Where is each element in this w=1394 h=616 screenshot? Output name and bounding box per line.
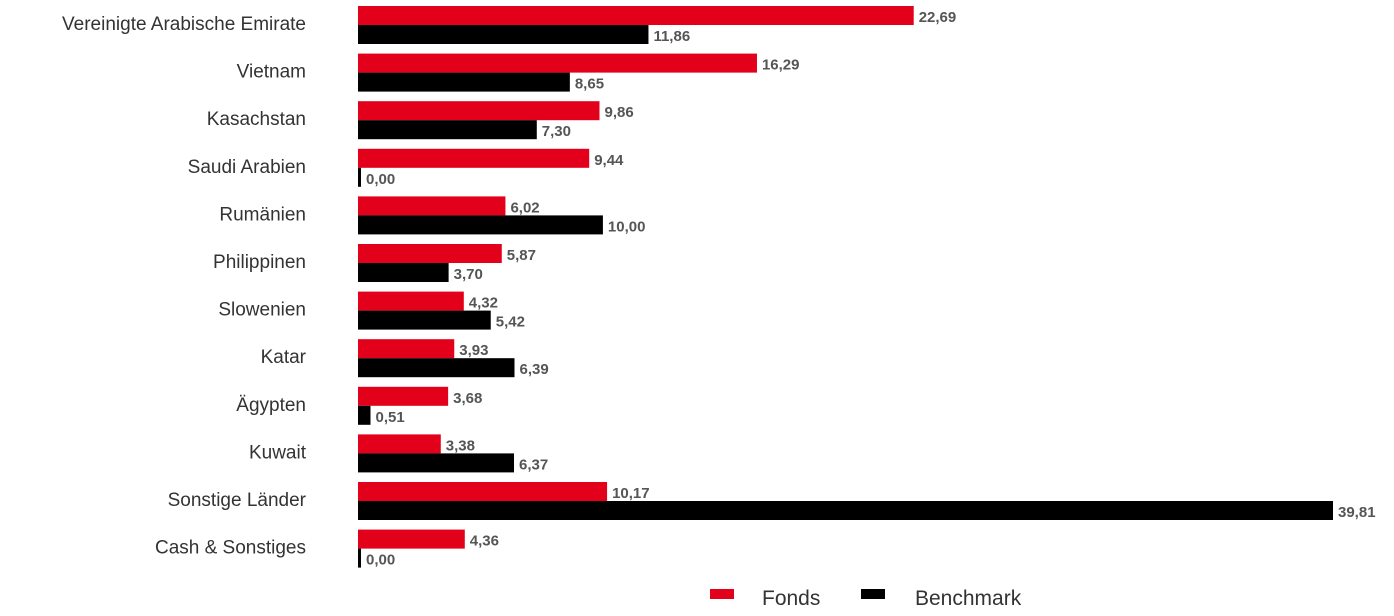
fonds-bar — [358, 244, 502, 263]
fonds-bar — [358, 291, 464, 311]
benchmark-bar — [358, 310, 491, 330]
benchmark-bar — [358, 358, 515, 378]
category-label: Saudi Arabien — [188, 157, 306, 178]
benchmark-value-label: 0,51 — [375, 409, 404, 426]
benchmark-value-label: 7,30 — [542, 123, 571, 140]
benchmark-value-label: 5,42 — [496, 314, 525, 331]
benchmark-bar — [358, 453, 515, 473]
benchmark-value-label: 3,70 — [454, 266, 483, 283]
legend-label-fonds: Fonds — [762, 587, 820, 610]
fonds-value-label: 9,86 — [604, 104, 633, 121]
category-label: Cash & Sonstiges — [155, 538, 306, 559]
fonds-value-label: 4,32 — [469, 295, 498, 312]
category-label: Rumänien — [219, 204, 306, 225]
benchmark-bar — [358, 167, 361, 187]
benchmark-value-label: 6,39 — [519, 361, 548, 378]
category-label: Vereinigte Arabische Emirate — [62, 14, 306, 35]
benchmark-value-label: 11,86 — [653, 28, 690, 45]
fonds-bar — [358, 6, 914, 25]
fonds-bar — [358, 101, 600, 121]
fonds-bar — [358, 339, 455, 359]
bars-layer — [358, 6, 1333, 568]
fonds-value-label: 9,44 — [594, 152, 624, 169]
category-label: Kuwait — [249, 442, 307, 463]
benchmark-value-label: 39,81 — [1338, 504, 1376, 521]
benchmark-bar — [358, 25, 649, 44]
fonds-bar — [358, 148, 590, 168]
fonds-value-label: 3,68 — [453, 390, 482, 407]
category-label: Ägypten — [236, 395, 306, 416]
benchmark-bar — [358, 215, 603, 235]
fonds-value-label: 10,17 — [612, 485, 650, 502]
benchmark-value-label: 10,00 — [608, 218, 646, 235]
legend-swatch-benchmark — [861, 589, 885, 599]
fonds-bar — [358, 53, 757, 73]
benchmark-bar — [358, 120, 537, 140]
fonds-bar — [358, 529, 465, 549]
fonds-bar — [358, 482, 608, 501]
benchmark-bar — [358, 72, 570, 92]
fonds-value-label: 5,87 — [507, 247, 536, 264]
fonds-value-label: 3,38 — [446, 437, 475, 454]
fonds-bar — [358, 196, 506, 216]
legend: Fonds Benchmark — [710, 587, 1022, 610]
benchmark-value-label: 0,00 — [366, 171, 395, 188]
category-label: Sonstige Länder — [168, 490, 307, 511]
benchmark-value-label: 0,00 — [366, 552, 395, 569]
category-label: Kasachstan — [207, 109, 306, 130]
category-label: Katar — [261, 347, 307, 368]
benchmark-bar — [358, 263, 449, 282]
benchmark-value-label: 6,37 — [519, 456, 548, 473]
benchmark-value-label: 8,65 — [575, 76, 604, 93]
benchmark-bar — [358, 405, 371, 425]
category-label: Vietnam — [237, 62, 306, 83]
legend-swatch-fonds — [710, 589, 734, 599]
benchmark-bar — [358, 548, 361, 568]
legend-label-benchmark: Benchmark — [915, 587, 1022, 610]
category-label: Philippinen — [213, 252, 306, 273]
benchmark-bar — [358, 501, 1333, 520]
fonds-bar — [358, 434, 441, 454]
fonds-value-label: 4,36 — [470, 533, 499, 550]
fonds-value-label: 16,29 — [762, 57, 800, 74]
fonds-value-label: 3,93 — [459, 342, 488, 359]
fonds-value-label: 6,02 — [510, 199, 539, 216]
fonds-bar — [358, 386, 449, 406]
labels-layer: Vereinigte Arabische Emirate 22,69 11,86 Vi… — [62, 9, 1376, 569]
category-label: Slowenien — [218, 300, 306, 321]
fonds-value-label: 22,69 — [919, 9, 957, 26]
